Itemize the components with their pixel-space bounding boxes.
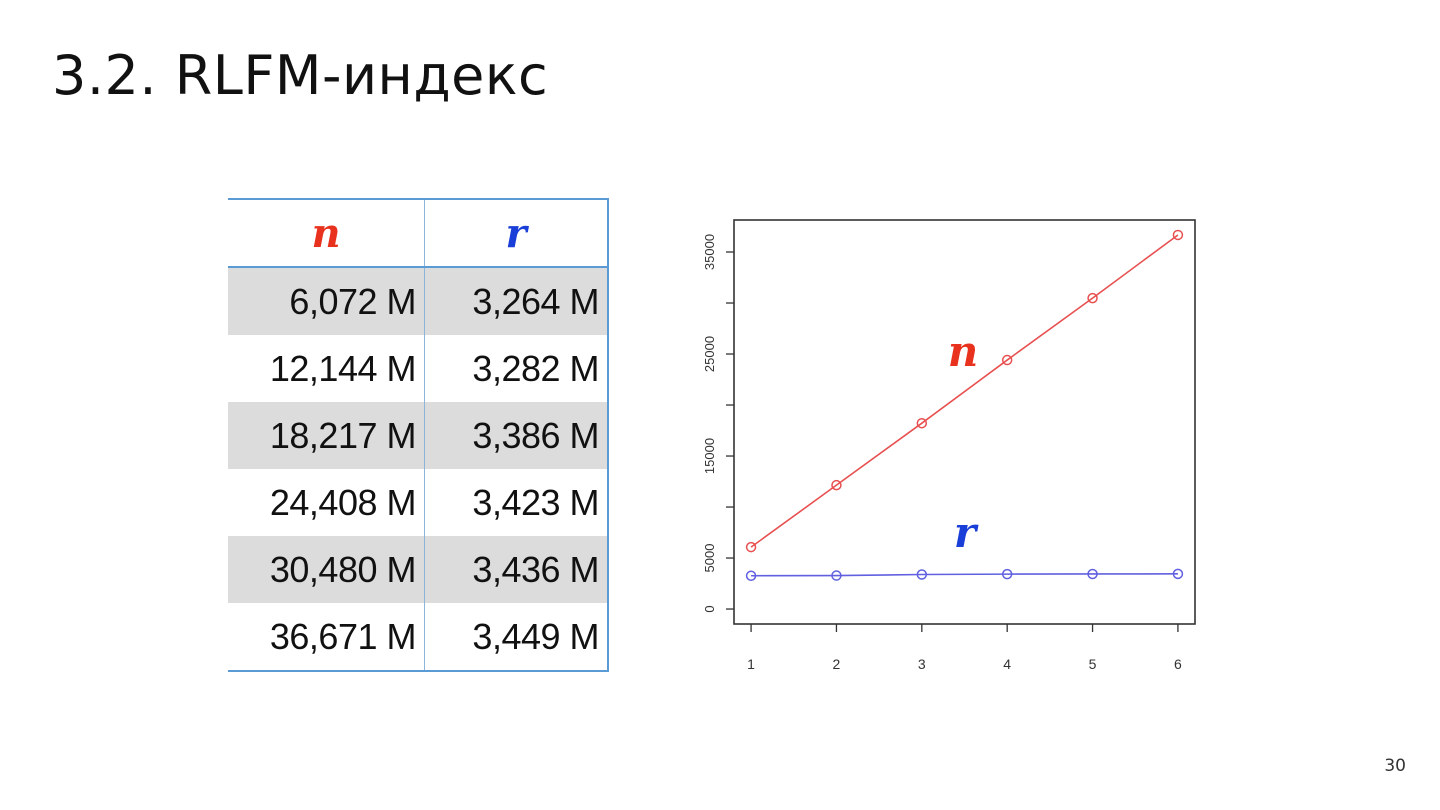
data-point-n <box>745 541 757 553</box>
x-tick-label: 1 <box>747 656 755 672</box>
cell-r: 3,282 M <box>472 347 599 389</box>
cell-n: 36,671 M <box>228 603 425 671</box>
data-table: n r 6,072 M 3,264 M 12,144 M 3,282 M 18,217 … <box>228 198 609 672</box>
page-number: 30 <box>1384 756 1406 776</box>
data-point-r <box>1001 568 1013 580</box>
data-point-r <box>831 570 842 581</box>
cell-n: 24,408 M <box>228 469 425 536</box>
y-tick-label: 0 <box>702 605 717 612</box>
data-point-n <box>1001 354 1013 366</box>
table-row: 12,144 M 3,282 M <box>228 335 608 402</box>
y-tick-label: 15000 <box>702 438 717 474</box>
y-tick-label: 5000 <box>702 544 717 573</box>
data-point-n <box>831 479 842 491</box>
y-tick-label: 25000 <box>702 336 717 372</box>
cell-r: 3,436 M <box>424 536 608 603</box>
data-point-r <box>1172 568 1184 580</box>
cell-r: 3,264 M <box>424 267 608 335</box>
series-line-r <box>751 573 1178 577</box>
y-tick-label: 35000 <box>702 234 717 270</box>
series-label-n: n <box>948 327 979 376</box>
table-row: 6,072 M 3,264 M <box>228 267 608 335</box>
series-label-r: r <box>954 508 979 557</box>
cell-n: 18,217 M <box>228 402 425 469</box>
cell-r: 3,386 M <box>424 402 608 469</box>
data-point-r <box>916 569 928 580</box>
x-tick-label: 6 <box>1174 656 1182 672</box>
table-row: 36,671 M 3,449 M <box>228 603 608 671</box>
cell-n: 6,072 M <box>228 267 425 335</box>
data-point-n <box>1087 292 1098 304</box>
cell-n: 12,144 M <box>228 335 425 402</box>
cell-r: 3,449 M <box>472 615 599 657</box>
cell-n: 30,480 M <box>228 536 425 603</box>
header-n: n <box>228 199 425 268</box>
data-point-r <box>745 570 757 581</box>
x-tick-label: 4 <box>1003 656 1011 672</box>
series-line-n <box>750 234 1179 548</box>
slide-title: 3.2. RLFM-индекс <box>52 44 549 107</box>
data-point-n <box>1172 229 1184 241</box>
x-tick-label: 3 <box>918 656 926 672</box>
x-tick-label: 2 <box>833 656 841 672</box>
data-point-n <box>916 417 928 429</box>
data-point-r <box>1087 568 1098 580</box>
table-row: 18,217 M 3,386 M <box>228 402 608 469</box>
table-header-row: n r <box>228 199 608 268</box>
cell-r: 3,423 M <box>472 481 599 523</box>
x-tick-label: 5 <box>1089 656 1097 672</box>
header-r: r <box>424 199 608 268</box>
plot-box <box>733 219 1196 625</box>
table-row: 24,408 M 3,423 M <box>228 469 608 536</box>
table-row: 30,480 M 3,436 M <box>228 536 608 603</box>
